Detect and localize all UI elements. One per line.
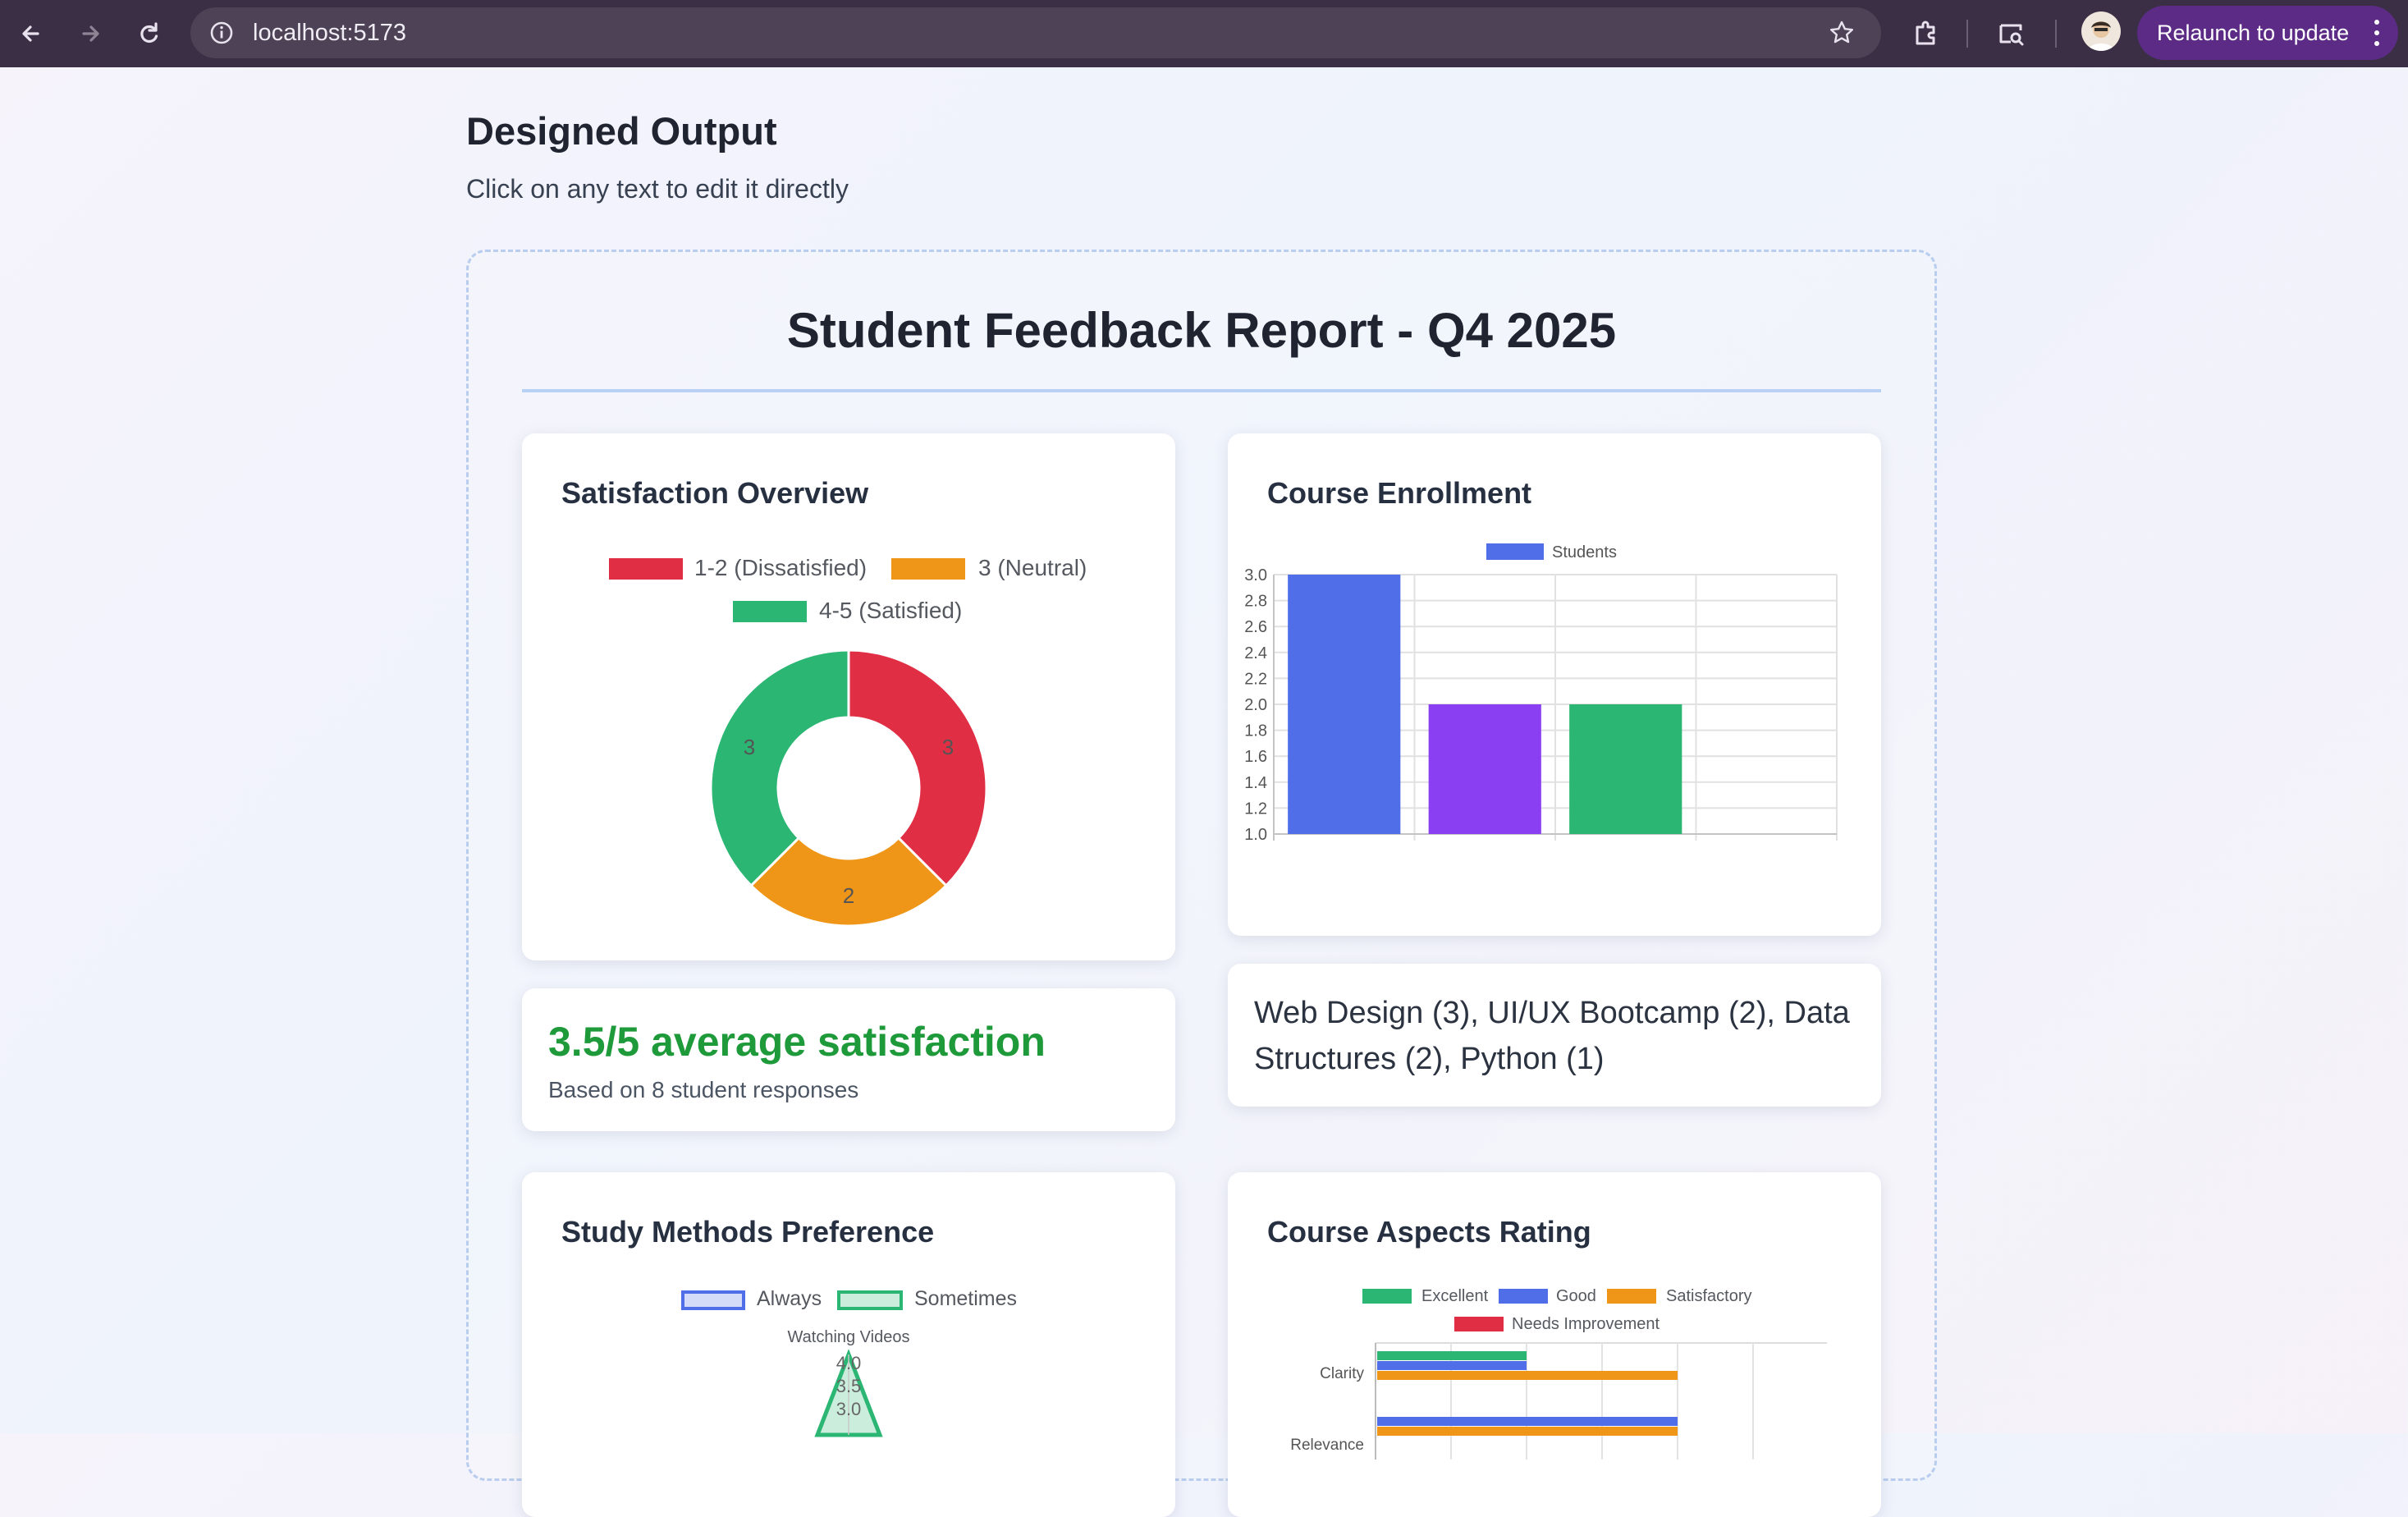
- legend-swatch-satisfied: [733, 601, 807, 622]
- more-menu-icon[interactable]: [2374, 18, 2380, 48]
- bar-relevance-good: [1377, 1417, 1678, 1426]
- legend-label-dissatisfied: 1-2 (Dissatisfied): [694, 555, 868, 580]
- legend-swatch-needs-improvement: [1454, 1317, 1504, 1331]
- reload-icon[interactable]: [130, 14, 169, 53]
- relaunch-label: Relaunch to update: [2157, 21, 2350, 45]
- legend-swatch-excellent: [1362, 1289, 1412, 1304]
- extensions-icon[interactable]: [1906, 14, 1945, 53]
- radar-tick-4-0: 4.0: [836, 1353, 862, 1373]
- y-tick-label: 3.0: [1244, 566, 1267, 584]
- bar-ui-ux-bootcamp[interactable]: [1428, 704, 1541, 834]
- y-tick-label: 2.4: [1244, 644, 1267, 662]
- bar-clarity-satisfactory: [1377, 1371, 1678, 1380]
- legend-label-neutral: 3 (Neutral): [978, 555, 1087, 580]
- legend-label-satisfied: 4-5 (Satisfied): [819, 598, 963, 623]
- aspects-card: Course Aspects Rating Excellent Good Sat…: [1228, 1172, 1881, 1517]
- study-methods-radar-chart: 4.0 3.5 3.0: [814, 1350, 883, 1437]
- enrollment-bar-chart: Students 1.0 1.2 1.4 1.6 1.8 2.0 2.2 2.4 2.6 2.8 3.…: [1244, 543, 1838, 844]
- donut-value-label-1: 2: [843, 883, 854, 908]
- legend-swatch-sometimes: [837, 1290, 903, 1310]
- bar-web-design[interactable]: [1288, 575, 1401, 834]
- aspects-bar-chart: Clarity Relevance: [1290, 1342, 1827, 1460]
- legend-label-satisfactory: Satisfactory: [1666, 1287, 1752, 1305]
- bar-clarity-excellent: [1377, 1351, 1527, 1360]
- legend-swatch-students: [1486, 543, 1544, 560]
- bar-relevance-satisfactory: [1377, 1427, 1678, 1436]
- category-relevance: Relevance: [1290, 1437, 1364, 1454]
- y-tick-label: 2.6: [1244, 618, 1267, 636]
- donut-slice-1: [749, 836, 948, 928]
- donut-value-label-0: 3: [942, 735, 954, 759]
- legend-label-needs-improvement: Needs Improvement: [1512, 1315, 1660, 1333]
- legend-swatch-good: [1499, 1289, 1548, 1304]
- donut-value-label-2: 3: [744, 735, 755, 759]
- toolbar-divider: [1966, 20, 1968, 48]
- study-methods-card: Study Methods Preference Always Sometime…: [522, 1172, 1175, 1517]
- bookmark-star-icon[interactable]: [1827, 18, 1856, 48]
- page-heading: Designed Output: [466, 109, 777, 153]
- tab-search-icon[interactable]: [1991, 14, 2030, 53]
- enrollment-title[interactable]: Course Enrollment: [1267, 476, 1532, 510]
- x-tick-label: UI/UX Bootcamp: [1422, 842, 1546, 844]
- page-subheading: Click on any text to edit it directly: [466, 174, 849, 204]
- legend-swatch-always: [681, 1290, 745, 1310]
- y-tick-label: 1.4: [1244, 774, 1267, 792]
- report-title[interactable]: Student Feedback Report - Q4 2025: [786, 303, 1617, 358]
- enrollment-summary[interactable]: Web Design (3), UI/UX Bootcamp (2), Data…: [1254, 996, 1850, 1076]
- average-card: 3.5/5 average satisfaction Based on 8 st…: [522, 988, 1175, 1131]
- y-tick-label: 1.6: [1244, 748, 1267, 766]
- y-tick-label: 2.2: [1244, 670, 1267, 688]
- browser-toolbar: localhost:5173 Relaunch to update: [0, 0, 2408, 67]
- donut-slice-0: [847, 649, 988, 887]
- legend-swatch-neutral: [891, 558, 965, 580]
- address-bar[interactable]: localhost:5173: [190, 7, 1881, 58]
- satisfaction-card: Satisfaction Overview 1-2 (Dissatisfied)…: [522, 433, 1175, 960]
- radar-tick-3-0: 3.0: [836, 1399, 862, 1419]
- legend-swatch-dissatisfied: [609, 558, 683, 580]
- x-tick-label: Data Structures: [1567, 843, 1682, 844]
- legend-label-students: Students: [1552, 543, 1617, 561]
- legend-label-sometimes: Sometimes: [914, 1287, 1018, 1310]
- forward-icon[interactable]: [71, 14, 110, 53]
- profile-avatar[interactable]: [2081, 11, 2121, 51]
- bar-data-structures[interactable]: [1569, 704, 1682, 834]
- satisfaction-donut-chart: 3 2 3: [709, 649, 988, 928]
- y-tick-label: 2.8: [1244, 593, 1267, 611]
- category-clarity: Clarity: [1320, 1365, 1364, 1382]
- legend-label-excellent: Excellent: [1421, 1287, 1489, 1305]
- satisfaction-title[interactable]: Satisfaction Overview: [561, 476, 869, 510]
- y-tick-label: 1.0: [1244, 826, 1267, 844]
- average-headline[interactable]: 3.5/5 average satisfaction: [548, 1019, 1046, 1065]
- y-tick-label: 2.0: [1244, 696, 1267, 714]
- donut-slice-2: [709, 649, 850, 887]
- url-text[interactable]: localhost:5173: [253, 20, 407, 46]
- legend-swatch-satisfactory: [1607, 1289, 1656, 1304]
- average-detail[interactable]: Based on 8 student responses: [548, 1077, 859, 1102]
- toolbar-divider: [2055, 20, 2057, 48]
- radar-tick-3-5: 3.5: [836, 1376, 862, 1396]
- enrollment-card: Course Enrollment Students 1.0 1.2 1.4 1.6 1.…: [1228, 433, 1881, 936]
- study-methods-title[interactable]: Study Methods Preference: [561, 1215, 935, 1249]
- back-icon[interactable]: [11, 14, 51, 53]
- site-info-icon[interactable]: [207, 18, 236, 48]
- legend-label-good: Good: [1556, 1287, 1596, 1305]
- bar-clarity-good: [1377, 1361, 1527, 1370]
- relaunch-button[interactable]: Relaunch to update: [2137, 6, 2398, 60]
- legend-label-always: Always: [757, 1287, 822, 1310]
- title-divider: [522, 389, 1881, 392]
- y-tick-label: 1.8: [1244, 722, 1267, 740]
- radar-axis-label-top: Watching Videos: [787, 1328, 910, 1346]
- aspects-title[interactable]: Course Aspects Rating: [1267, 1215, 1591, 1249]
- enrollment-summary-card: Web Design (3), UI/UX Bootcamp (2), Data…: [1228, 964, 1881, 1107]
- y-tick-label: 1.2: [1244, 800, 1267, 818]
